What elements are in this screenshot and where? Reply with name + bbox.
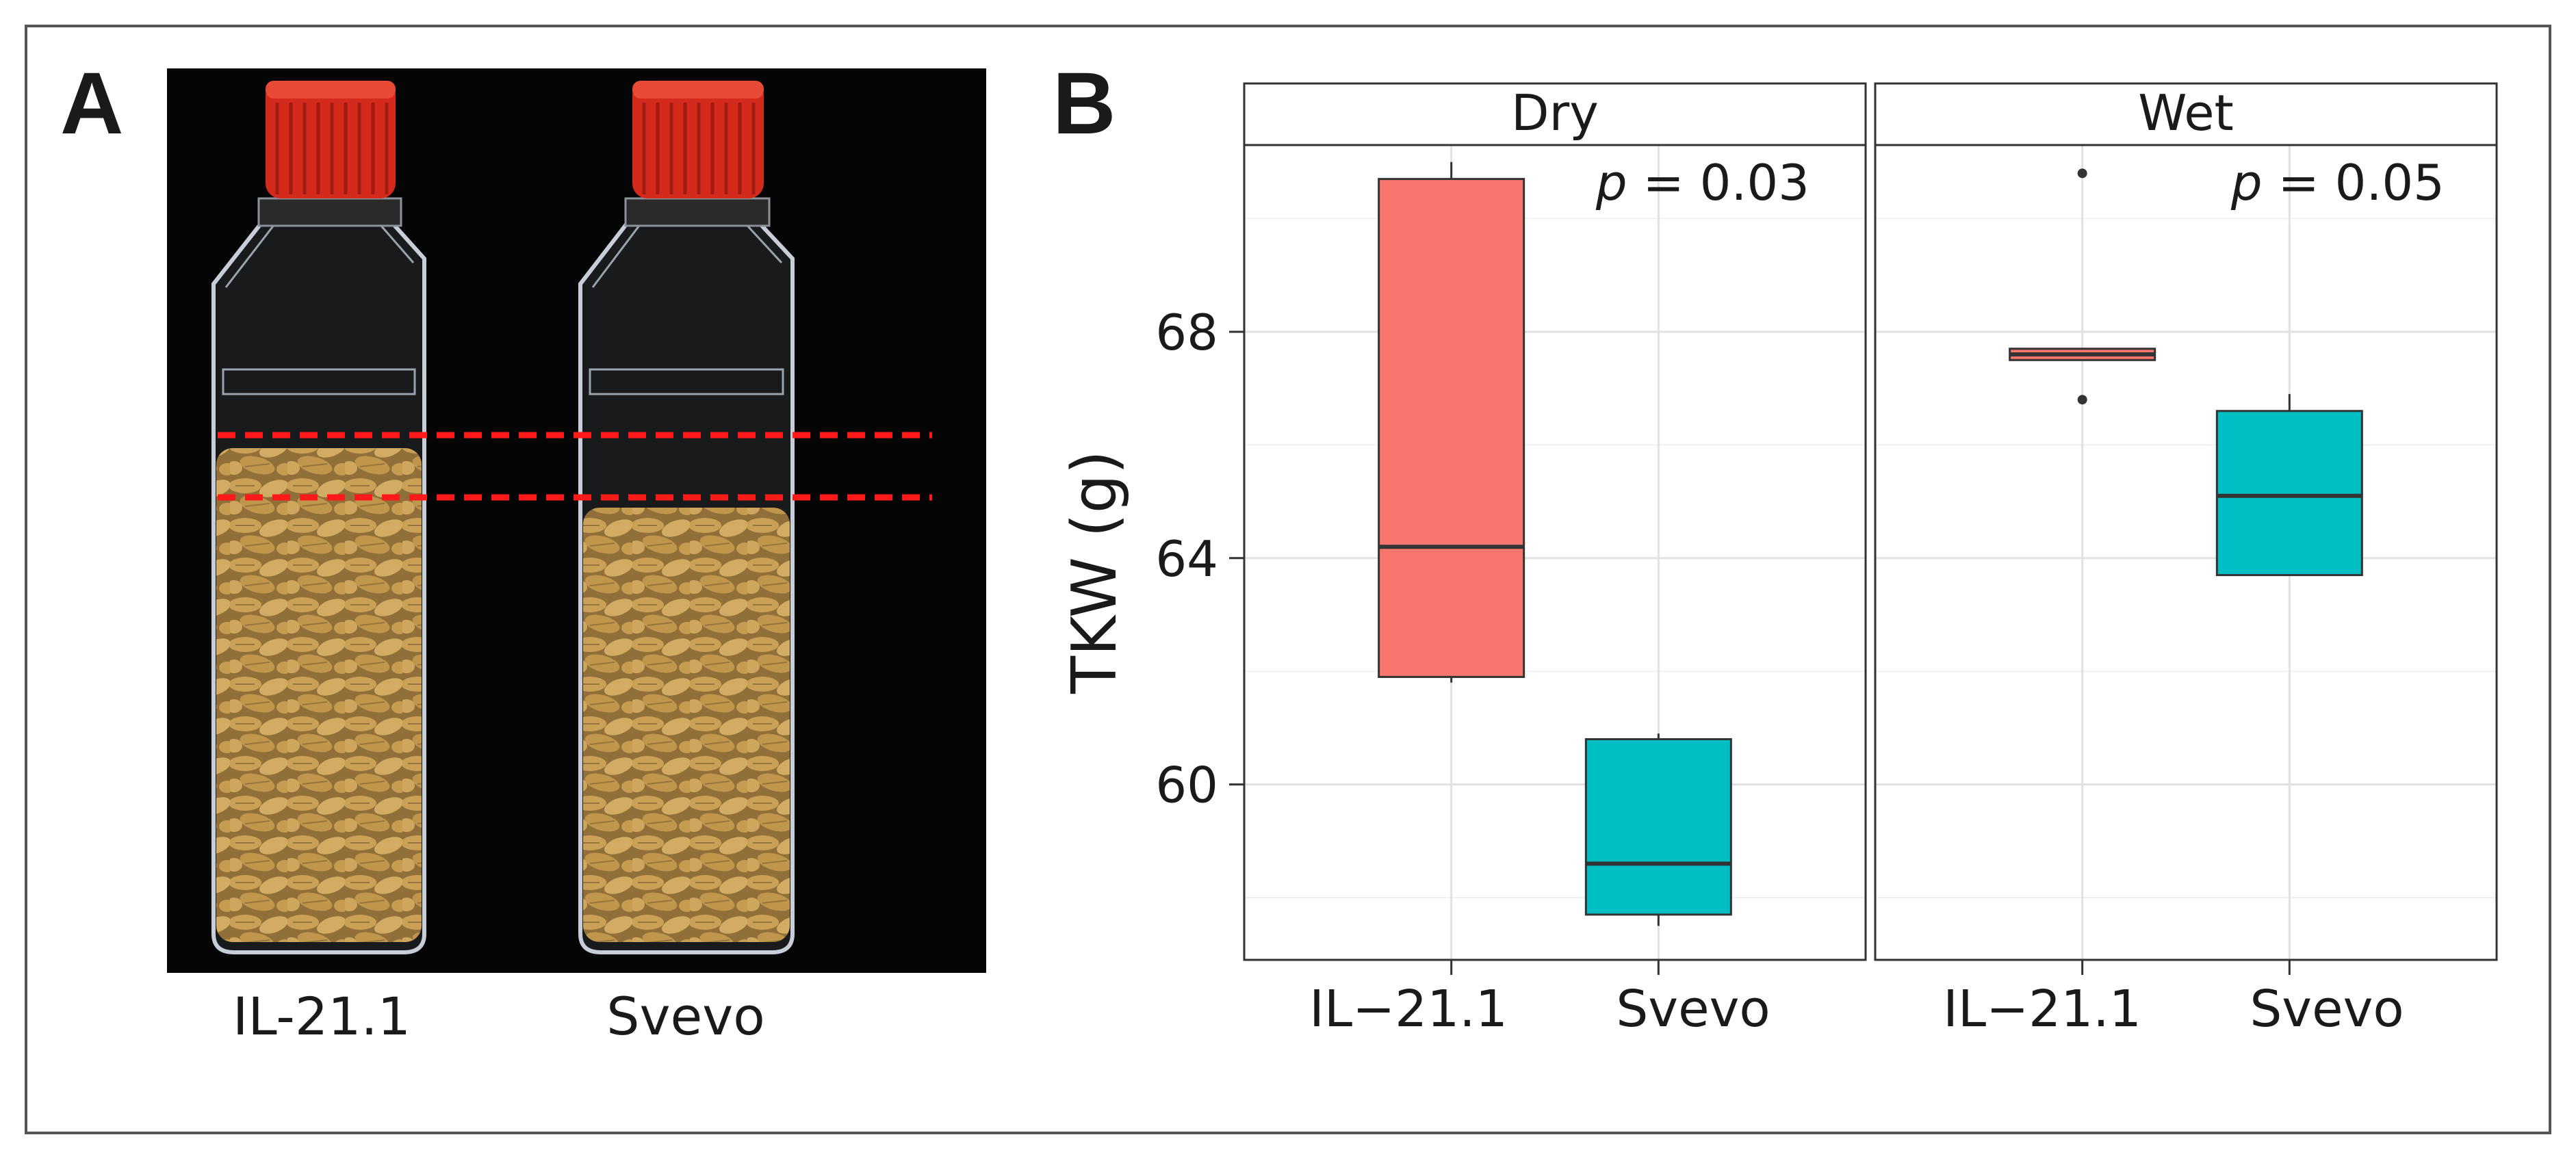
bottle-right-grain-fill: [583, 508, 790, 942]
x-tick-label: IL−21.1: [1943, 980, 2141, 1039]
facet-dry-p-annotation: p = 0.03: [1595, 154, 1809, 211]
facet-dry-panel-border: [1243, 144, 1867, 961]
facet-wet-p-annotation: p = 0.05: [2230, 154, 2445, 211]
panel-a-letter: A: [60, 55, 123, 153]
x-tick-label: Svevo: [1616, 980, 1770, 1039]
facet-wet-boxes: [2009, 168, 2363, 577]
facet-dry-boxes: [1378, 161, 1732, 926]
y-axis-label: TKW (g): [1059, 450, 1131, 694]
outlier-point: [2077, 168, 2087, 179]
bottle-left: [211, 81, 426, 954]
facet-dry-strip: [1243, 82, 1867, 146]
y-axis: 60 64 68: [1155, 304, 1244, 814]
facet-wet: Wet p = 0.05 IL−21.1 Svevo: [1874, 82, 2498, 1039]
bottle-left-grain-fill: [216, 448, 422, 942]
facet-wet-panel-border: [1874, 144, 2498, 961]
y-tick-label: 64: [1155, 530, 1218, 588]
y-tick-label: 68: [1155, 304, 1218, 361]
x-tick-label: Svevo: [2250, 980, 2404, 1039]
box-il-21-1: [1378, 178, 1525, 678]
facet-dry-strip-label: Dry: [1511, 84, 1599, 142]
y-tick-label: 60: [1155, 757, 1218, 814]
box-svevo: [2215, 410, 2363, 577]
x-tick-label: IL−21.1: [1309, 980, 1508, 1039]
panel-b-letter: B: [1053, 55, 1116, 153]
box-svevo: [1584, 738, 1732, 916]
facet-wet-grid: [1875, 145, 2497, 960]
bottle-right: [578, 81, 795, 954]
photo: [167, 68, 986, 973]
facet-wet-strip-label: Wet: [2138, 84, 2234, 142]
photo-label-svevo: Svevo: [606, 986, 764, 1047]
facet-dry: Dry p = 0.03 IL−21.1 Svevo: [1243, 82, 1867, 1039]
outlier-point: [2077, 395, 2087, 405]
facet-wet-strip: [1874, 82, 2498, 146]
photo-label-il21: IL-21.1: [233, 986, 411, 1047]
